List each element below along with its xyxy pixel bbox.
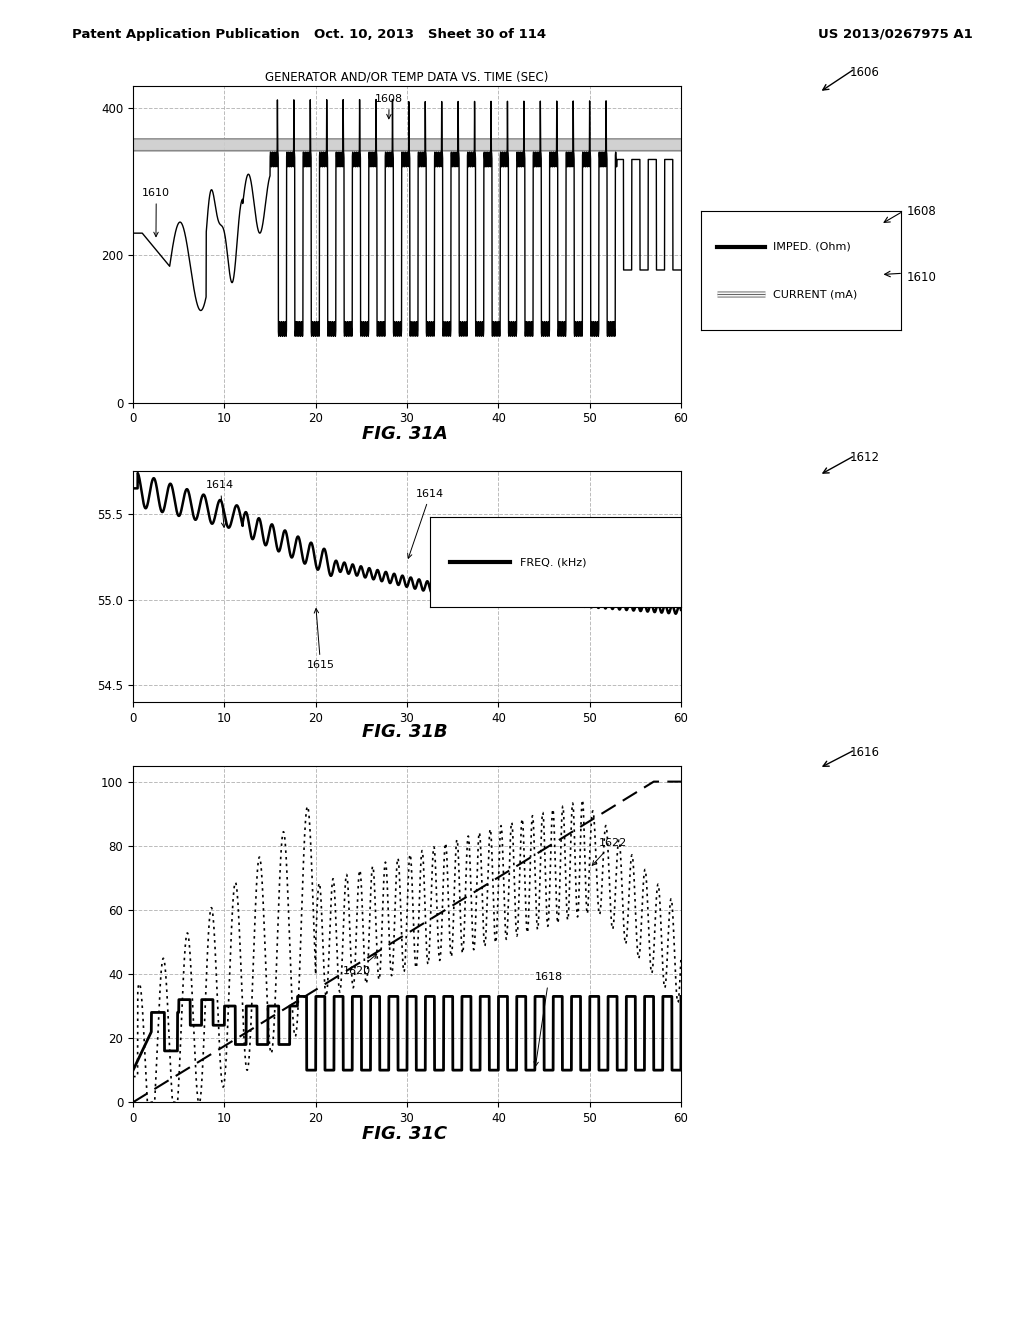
Text: FIG. 31C: FIG. 31C	[361, 1125, 447, 1143]
Text: Oct. 10, 2013   Sheet 30 of 114: Oct. 10, 2013 Sheet 30 of 114	[314, 28, 546, 41]
Title: GENERATOR AND/OR TEMP DATA VS. TIME (SEC): GENERATOR AND/OR TEMP DATA VS. TIME (SEC…	[265, 70, 549, 83]
Text: 1608: 1608	[906, 205, 936, 218]
Text: 1620: 1620	[343, 954, 377, 975]
Text: US 2013/0267975 A1: US 2013/0267975 A1	[818, 28, 973, 41]
Text: 1606: 1606	[850, 66, 880, 79]
Text: 1612: 1612	[850, 451, 880, 465]
Text: 1614: 1614	[206, 480, 234, 527]
Text: FREQ. (kHz): FREQ. (kHz)	[520, 557, 587, 568]
Text: 1622: 1622	[592, 838, 627, 866]
Text: Patent Application Publication: Patent Application Publication	[72, 28, 299, 41]
Text: 1610: 1610	[906, 271, 936, 284]
Text: IMPED. (Ohm): IMPED. (Ohm)	[773, 242, 851, 252]
Text: 1608: 1608	[375, 94, 403, 119]
Text: 1615: 1615	[306, 609, 335, 671]
Text: 1618: 1618	[534, 973, 563, 1067]
Text: FIG. 31A: FIG. 31A	[361, 425, 447, 444]
Text: 1614: 1614	[408, 488, 444, 558]
Text: 1616: 1616	[850, 746, 880, 759]
Text: FIG. 31B: FIG. 31B	[361, 723, 447, 742]
Text: 1610: 1610	[142, 189, 170, 236]
Text: CURRENT (mA): CURRENT (mA)	[773, 289, 857, 300]
